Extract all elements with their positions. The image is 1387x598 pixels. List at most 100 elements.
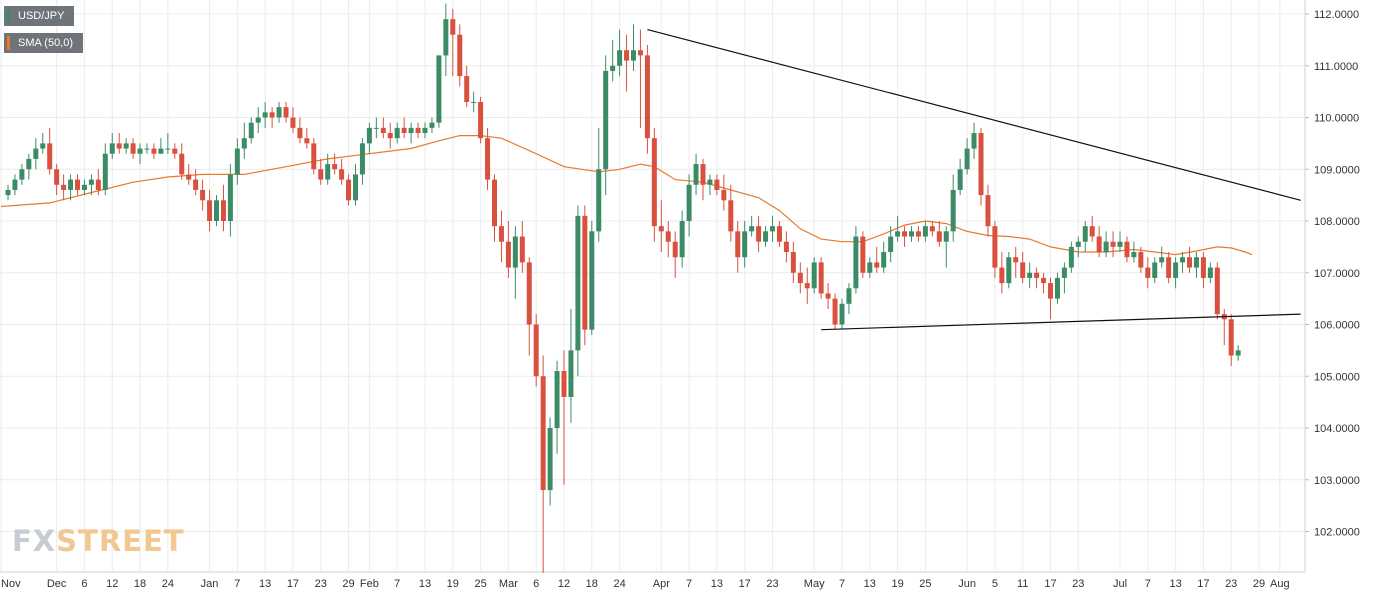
candle (943, 226, 949, 268)
candle-body (839, 303, 845, 325)
x-tick-label: 23 (1072, 578, 1084, 590)
candle-body (366, 127, 372, 144)
candle (498, 210, 504, 263)
candle (756, 215, 762, 253)
candle-body (978, 133, 984, 196)
candle (464, 65, 470, 108)
candle (297, 117, 303, 144)
candle-body (797, 272, 803, 284)
candle (547, 417, 553, 506)
candle (797, 262, 803, 294)
candle (700, 158, 706, 201)
candle (749, 215, 755, 237)
candle-body (693, 164, 699, 185)
candle (957, 158, 963, 196)
candle (1214, 262, 1220, 320)
x-tick-label: 23 (1225, 578, 1237, 590)
candle-body (790, 252, 796, 273)
y-tick-label: 108.0000 (1314, 216, 1360, 228)
candle (672, 231, 678, 278)
legend-symbol-swatch (7, 9, 10, 23)
x-tick-label: 7 (686, 578, 692, 590)
candle (443, 3, 449, 77)
candle (978, 127, 984, 206)
candle (415, 122, 421, 139)
candle (1041, 272, 1047, 294)
candle-body (1187, 257, 1192, 268)
candle-body (1235, 350, 1241, 356)
candle (922, 221, 928, 242)
candle (387, 122, 393, 149)
candle (269, 107, 275, 128)
x-tick-label: 13 (419, 578, 431, 590)
candle-body (867, 262, 873, 273)
candle (1110, 231, 1116, 258)
candle-body (61, 184, 67, 190)
candle (88, 174, 94, 196)
candle (1096, 226, 1102, 258)
candle (429, 117, 435, 134)
x-tick-label: 17 (1197, 578, 1209, 590)
candle-body (589, 231, 595, 330)
candle (40, 133, 46, 154)
candle-body (478, 101, 484, 139)
candle (832, 293, 838, 330)
candle (902, 226, 908, 247)
fxstreet-watermark: FXSTREET (12, 524, 184, 558)
candle (1089, 215, 1095, 242)
candle (158, 138, 164, 154)
candle (401, 117, 407, 139)
candle (853, 226, 859, 294)
candle (895, 215, 901, 242)
candle (874, 246, 880, 273)
x-tick-label: 7 (234, 578, 240, 590)
candle (1124, 236, 1130, 263)
legend-symbol-label: USD/JPY (18, 10, 65, 22)
candle-body (408, 127, 414, 134)
candle (1027, 262, 1033, 289)
candle-body (165, 148, 171, 150)
candle (116, 133, 122, 154)
x-tick-label: 7 (839, 578, 845, 590)
candle-body (464, 76, 470, 102)
candle (505, 221, 511, 278)
candle-body (651, 138, 657, 227)
candle-body (874, 262, 880, 268)
candle-body (575, 215, 581, 351)
candle-body (1034, 272, 1040, 278)
candle (1173, 257, 1179, 289)
candle (47, 127, 53, 175)
candle-body (783, 241, 789, 253)
candle (68, 174, 74, 201)
x-tick-label: Jun (958, 578, 976, 590)
candle-body (227, 174, 233, 221)
candle (658, 200, 664, 253)
candle (1166, 252, 1172, 284)
candle (33, 138, 39, 170)
candle-body (770, 226, 775, 232)
candle (5, 184, 11, 201)
candle-body (568, 350, 574, 397)
candle (1054, 272, 1060, 304)
candle (881, 241, 887, 273)
candle (776, 221, 782, 247)
candle-body (33, 148, 39, 159)
legend-sma: SMA (50,0) (4, 33, 84, 53)
candle-body (387, 133, 393, 139)
candle (561, 350, 567, 485)
candle (540, 355, 546, 573)
candle (151, 143, 157, 159)
candle (220, 184, 226, 232)
x-tick-label: 17 (739, 578, 751, 590)
candle-body (672, 241, 678, 258)
legend-sma-label: SMA (50,0) (18, 37, 74, 49)
candle-body (1200, 257, 1206, 278)
candle-body (1152, 262, 1158, 278)
candle-body (1006, 257, 1012, 284)
candle-body (929, 226, 935, 232)
candle-body (200, 189, 206, 201)
candle-body (1041, 277, 1047, 284)
candle (457, 24, 463, 87)
candle-body (922, 226, 928, 237)
candle (624, 34, 630, 92)
